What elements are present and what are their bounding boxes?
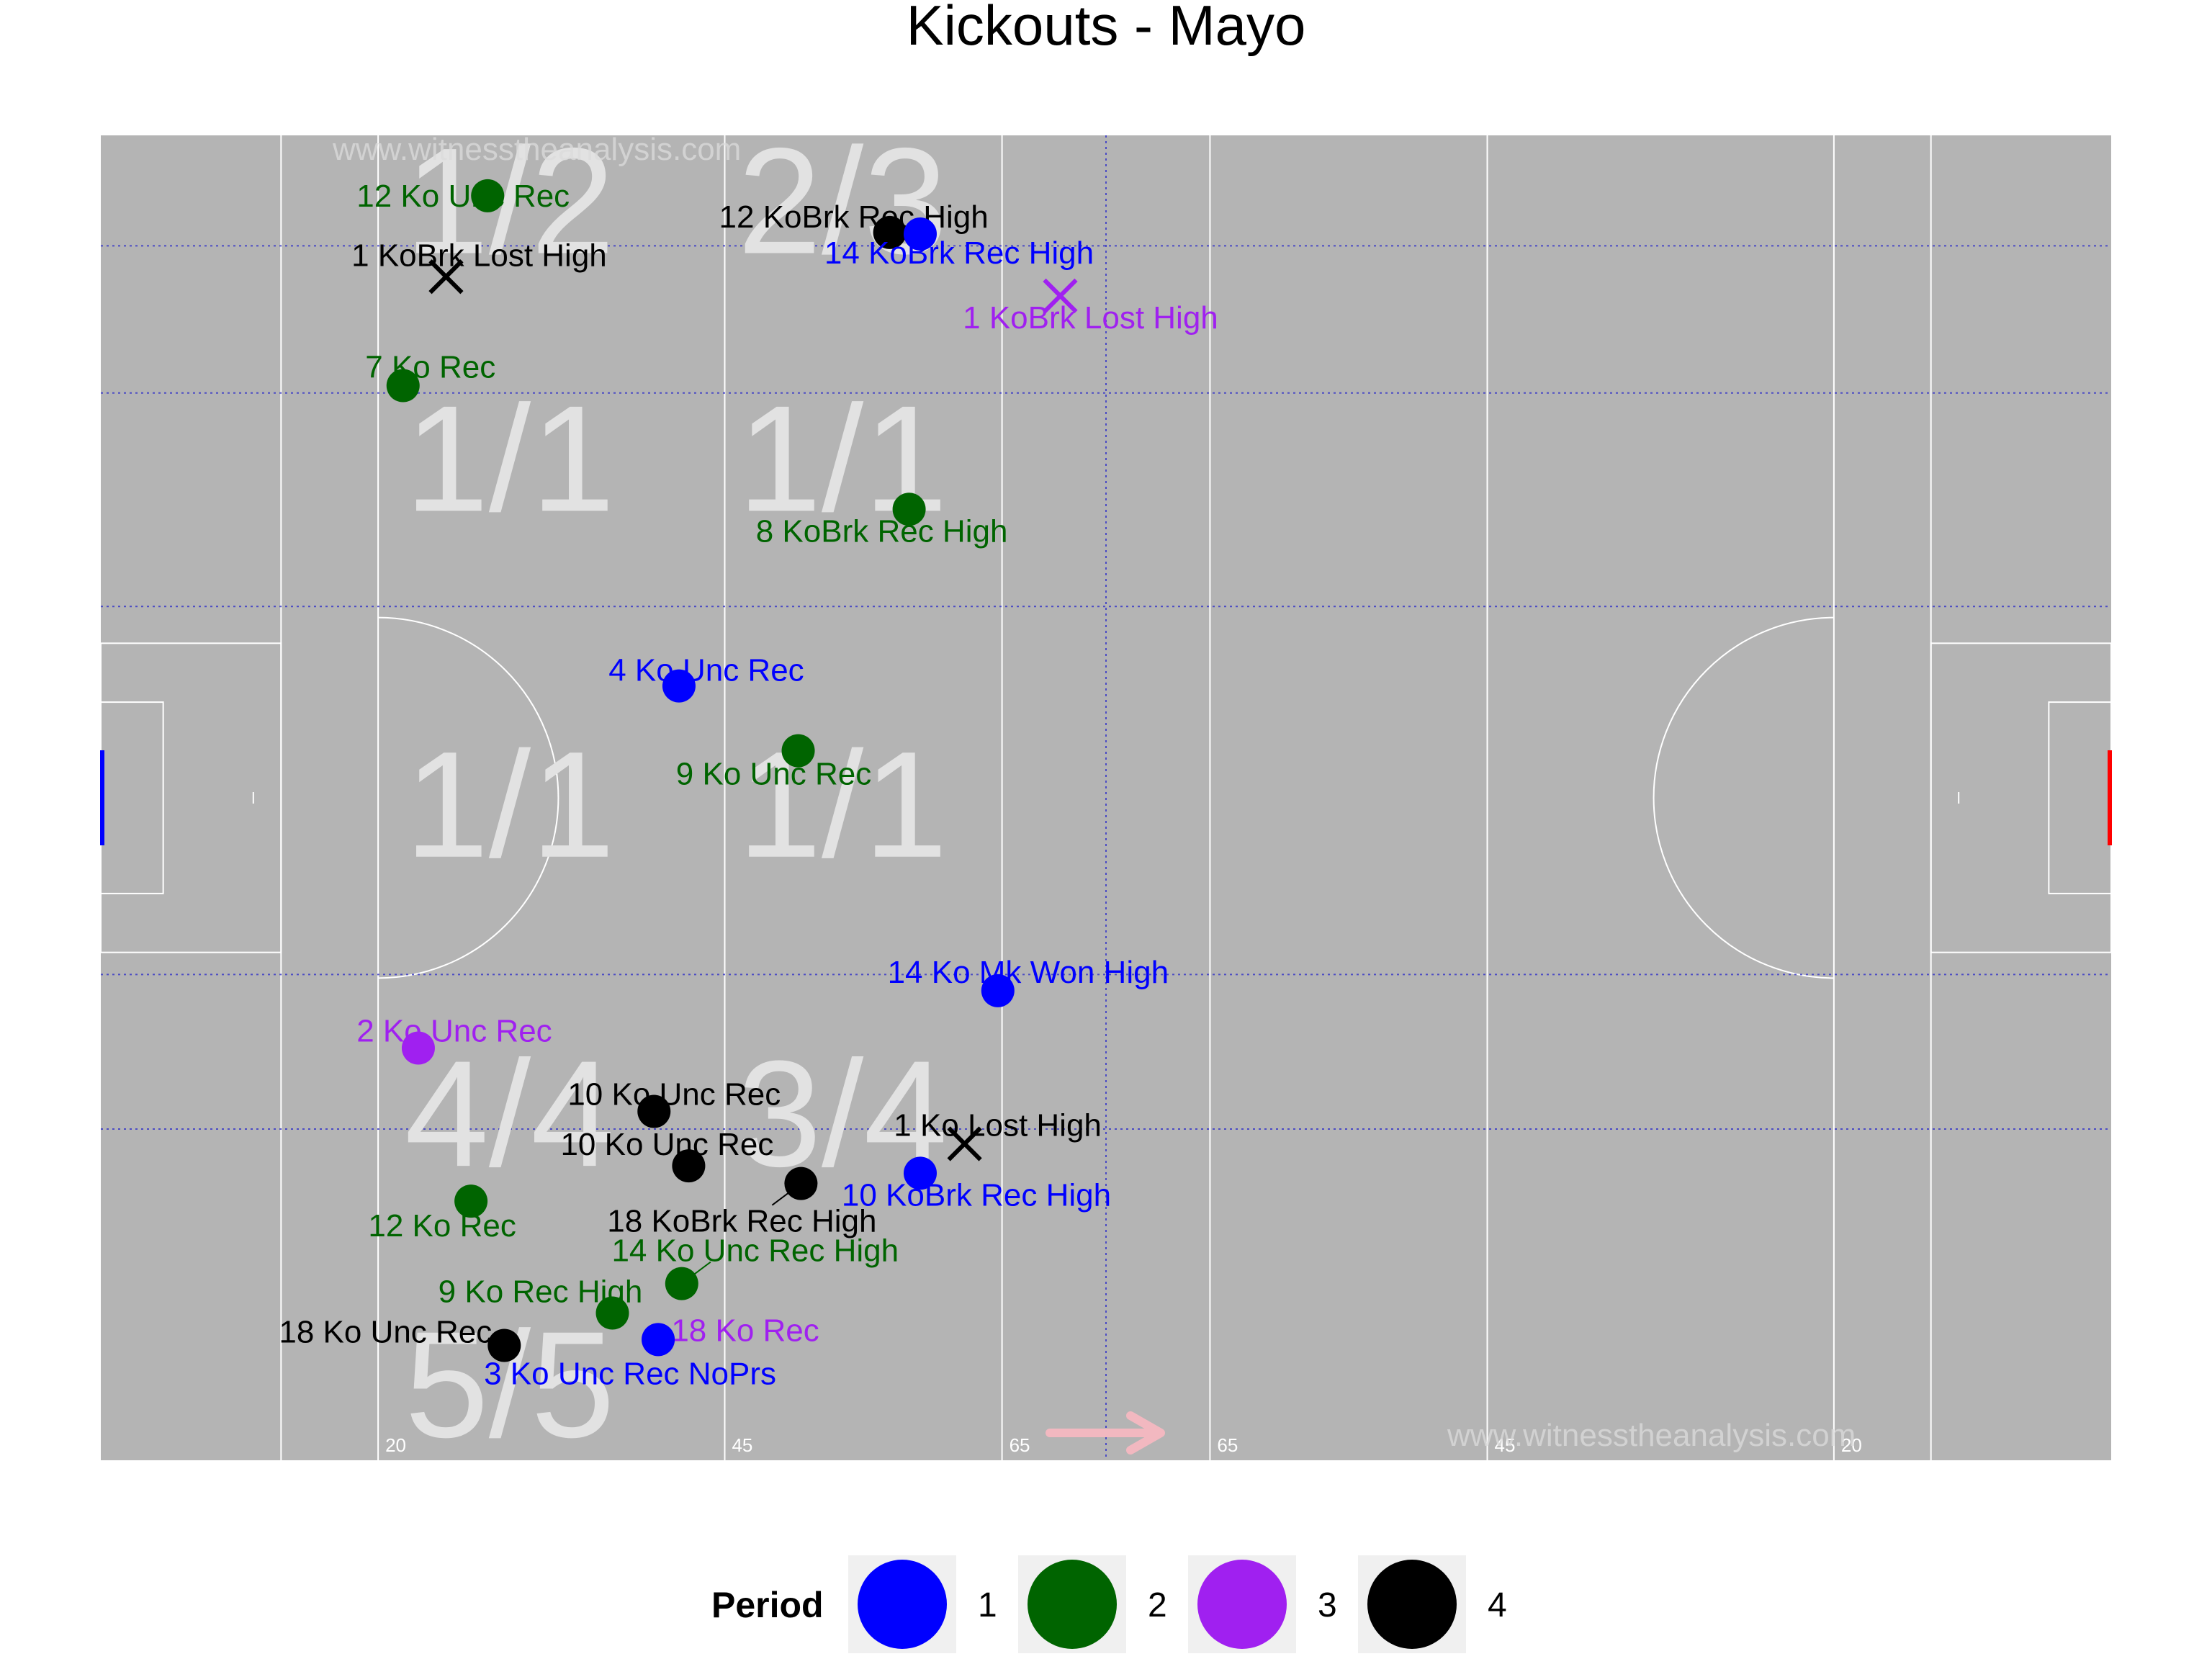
kickout-label: 18 Ko Unc Rec: [279, 1315, 492, 1350]
zone-label: 4/4: [405, 1029, 615, 1198]
kickout-label: 9 Ko Unc Rec: [676, 757, 871, 792]
chart-title: Kickouts - Mayo: [907, 0, 1306, 57]
kickout-point: [487, 1328, 521, 1362]
watermark-bottom: www.witnesstheanalysis.com: [1447, 1418, 1856, 1453]
label-leader-line: [681, 1261, 711, 1285]
kickout-label: 12 Ko Unc Rec: [356, 179, 570, 214]
distance-marker: 20: [1841, 1434, 1862, 1456]
direction-arrow: [1046, 1411, 1165, 1455]
kickout-point: [637, 1094, 671, 1128]
kickout-label: 12 KoBrk Rec High: [719, 199, 989, 235]
zone-label: 1/1: [405, 720, 615, 889]
zone-label: 2/3: [737, 117, 948, 286]
distance-marker: 20: [385, 1434, 406, 1456]
kickout-point: [386, 369, 420, 403]
kickout-label: 10 Ko Unc Rec: [567, 1076, 781, 1112]
legend-swatch-period-4: [1367, 1560, 1457, 1649]
pitch: 1/2 2/31/1 1/11/1 1/14/4 3/45/5 20 45 65 65 45 20…: [100, 117, 2113, 1470]
watermark-top: www.witnesstheanalysis.com: [332, 132, 741, 167]
kickout-lost-marker: [1043, 278, 1078, 313]
kickout-point: [903, 1156, 937, 1190]
kickout-label: 10 Ko Unc Rec: [560, 1127, 773, 1162]
kickout-point: [981, 974, 1015, 1007]
kickout-point: [873, 215, 907, 249]
distance-marker: 65: [1217, 1434, 1238, 1456]
kickout-label: 4 Ko Unc Rec: [608, 653, 804, 688]
legend-label-period-3: 3: [1318, 1586, 1337, 1624]
kickout-label: 14 Ko Unc Rec High: [611, 1233, 899, 1269]
arc-right: [1653, 616, 1834, 979]
distance-marker: 45: [732, 1434, 752, 1456]
kickout-label: 1 KoBrk Lost High: [963, 300, 1218, 336]
kickout-point: [662, 669, 696, 703]
kickout-point: [781, 734, 815, 768]
kickout-point: [471, 179, 505, 212]
kickout-label: 9 Ko Rec High: [439, 1274, 643, 1310]
legend-swatch-period-3: [1197, 1560, 1287, 1649]
legend-swatch-period-2: [1028, 1560, 1117, 1649]
zone-label: 5/5: [405, 1300, 615, 1469]
kickout-label: 12 Ko Rec: [368, 1208, 516, 1244]
kickout-label: 14 Ko Mk Won High: [888, 955, 1169, 990]
arc-left: [378, 616, 559, 979]
kickout-point: [401, 1031, 435, 1065]
label-leader-line: [771, 1182, 801, 1206]
pitch-markings: [100, 135, 2113, 1460]
legend: Period 1 2 3 4: [711, 1555, 1507, 1653]
distance-marker: 45: [1495, 1434, 1516, 1456]
kickout-label: 14 KoBrk Rec High: [824, 235, 1094, 271]
kickout-label: 1 Ko Lost High: [894, 1107, 1102, 1143]
kickout-label: 1 KoBrk Lost High: [351, 238, 607, 273]
zone-label: 1/1: [737, 720, 948, 889]
legend-label-period-1: 1: [978, 1586, 997, 1624]
kickout-label: 3 Ko Unc Rec NoPrs: [484, 1356, 776, 1391]
kickout-point: [595, 1296, 629, 1330]
kickout-point: [642, 1323, 675, 1357]
kickout-label: 2 Ko Unc Rec: [356, 1014, 552, 1049]
kickout-label: 8 KoBrk Rec High: [756, 513, 1008, 549]
kickout-label: 7 Ko Rec: [365, 350, 495, 385]
legend-label-period-4: 4: [1488, 1586, 1507, 1624]
kickout-label: 18 KoBrk Rec High: [607, 1204, 876, 1239]
kickout-point: [903, 217, 937, 251]
distance-marker: 65: [1010, 1434, 1030, 1456]
kickout-point: [672, 1149, 706, 1183]
legend-label-period-2: 2: [1148, 1586, 1167, 1624]
kickout-label: 18 Ko Rec: [671, 1313, 819, 1348]
legend-title: Period: [711, 1585, 824, 1625]
legend-swatch-period-1: [858, 1560, 947, 1649]
zone-label: 1/1: [405, 374, 615, 543]
zone-labels: 1/2 2/31/1 1/11/1 1/14/4 3/45/5: [405, 117, 948, 1470]
distance-markers: 20 45 65 65 45 20: [385, 1434, 1862, 1456]
kickout-lost-marker: [947, 1126, 982, 1161]
kickout-lost-marker: [428, 259, 464, 295]
kickout-points: 12 Ko Unc Rec 1 KoBrk Lost High 7 Ko Rec 12…: [279, 179, 1218, 1392]
zone-label: 1/2: [405, 117, 615, 286]
kickout-label: 10 KoBrk Rec High: [842, 1177, 1111, 1213]
kickout-point: [454, 1184, 488, 1218]
kickout-point: [892, 493, 926, 526]
